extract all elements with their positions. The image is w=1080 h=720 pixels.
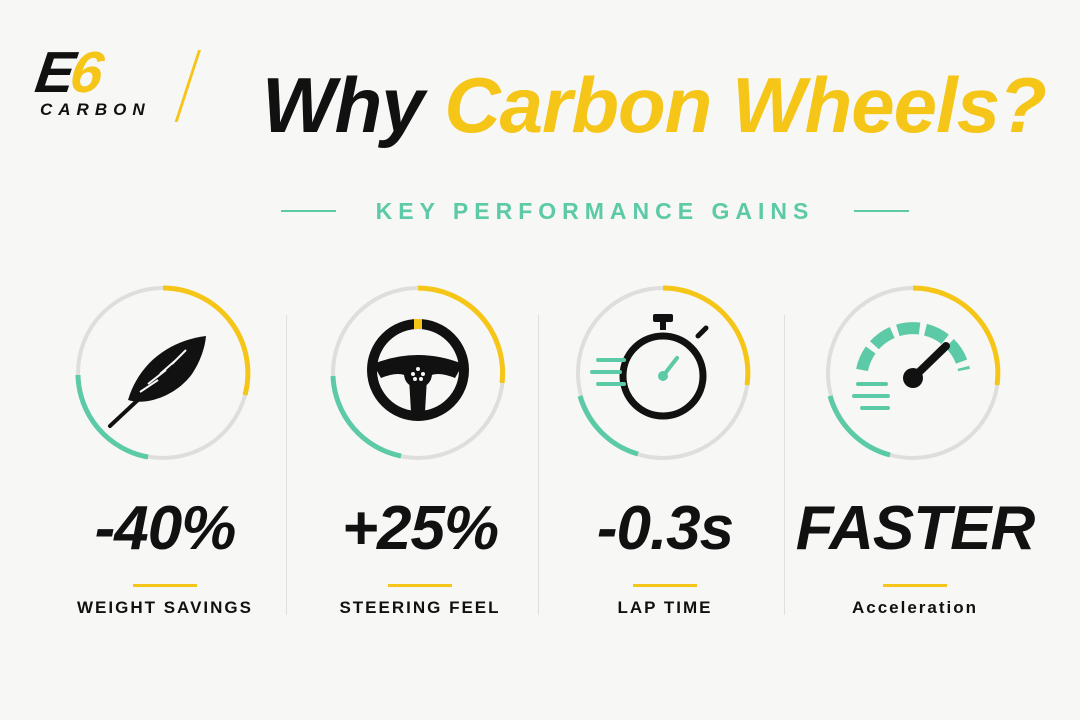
title-part-1: Why [262, 61, 425, 149]
column-divider [286, 315, 287, 615]
subtitle-rule-right [854, 210, 910, 212]
progress-ring [576, 285, 751, 460]
column-divider [784, 315, 785, 615]
stat-label: WEIGHT SAVINGS [77, 598, 253, 617]
progress-ring [826, 285, 1001, 460]
title-part-2: Carbon Wheels? [444, 61, 1046, 149]
stopwatch-icon [590, 314, 709, 420]
stat-label: Acceleration [851, 598, 979, 617]
progress-ring [75, 285, 251, 460]
page-subtitle: KEY PERFORMANCE GAINS [375, 197, 815, 224]
stat-weight-savings: -40% WEIGHT SAVINGS [30, 270, 280, 630]
stats-row: -40% WEIGHT SAVINGS +25% STEERING FEEL [0, 270, 1080, 630]
stat-lap-time: -0.3s LAP TIME [530, 270, 780, 630]
stat-underline [133, 584, 197, 587]
progress-ring [330, 285, 506, 460]
stat-value: -40% [94, 494, 237, 563]
feather-icon [108, 336, 206, 428]
stat-value: FASTER [795, 494, 1036, 563]
stat-acceleration: FASTER Acceleration [780, 270, 1035, 630]
speedometer-icon [852, 322, 970, 410]
stat-underline [388, 584, 452, 587]
stat-value: +25% [341, 494, 499, 563]
steering-wheel-icon [367, 319, 469, 421]
stat-underline [633, 584, 697, 587]
stat-label: LAP TIME [617, 598, 713, 617]
column-divider [538, 315, 539, 615]
stat-label: STEERING FEEL [339, 598, 501, 617]
logo-subtext: CARBON [40, 100, 151, 119]
stat-value: -0.3s [596, 494, 734, 563]
stat-underline [883, 584, 947, 587]
subtitle-row: KEY PERFORMANCE GAINS [250, 196, 940, 226]
subtitle-rule-left [280, 210, 336, 212]
page-title: Why Carbon Wheels? [262, 66, 1047, 144]
stat-steering-feel: +25% STEERING FEEL [285, 270, 535, 630]
logo-mark: E6 [32, 40, 104, 105]
brand-logo: E6 CARBON [32, 40, 226, 134]
